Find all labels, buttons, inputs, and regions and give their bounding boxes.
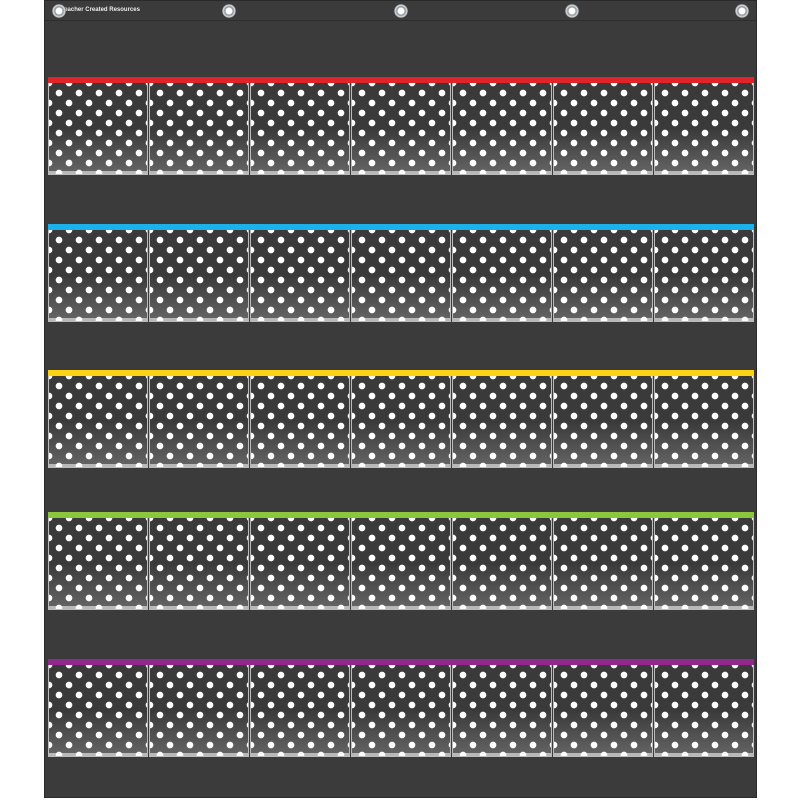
grommet-icon [52, 4, 66, 18]
pocket [654, 376, 754, 468]
pocket-row [48, 370, 754, 468]
pocket [250, 665, 350, 757]
pocket [553, 83, 653, 175]
pocket [553, 376, 653, 468]
pocket [452, 83, 552, 175]
pocket [654, 230, 754, 322]
color-strip [48, 370, 754, 376]
pocket [553, 230, 653, 322]
pocket [48, 230, 148, 322]
pocket [48, 83, 148, 175]
pocket [452, 665, 552, 757]
grommet-icon [565, 4, 579, 18]
pocket [654, 518, 754, 610]
grommet-icon [222, 4, 236, 18]
pocket [351, 665, 451, 757]
color-strip [48, 224, 754, 230]
pocket [452, 518, 552, 610]
pocket [452, 376, 552, 468]
pocket [48, 665, 148, 757]
pocket-row [48, 224, 754, 322]
pocket [452, 230, 552, 322]
pocket [553, 518, 653, 610]
pocket [149, 665, 249, 757]
pocket [654, 83, 754, 175]
color-strip [48, 512, 754, 518]
pocket [351, 376, 451, 468]
grommet-icon [735, 4, 749, 18]
pocket [149, 518, 249, 610]
header-seam [45, 20, 756, 21]
pocket [250, 518, 350, 610]
grommet-icon [394, 4, 408, 18]
pocket [48, 518, 148, 610]
pocket [149, 83, 249, 175]
pocket [351, 518, 451, 610]
pocket [149, 230, 249, 322]
pocket-row [48, 77, 754, 175]
pocket [351, 230, 451, 322]
pocket [351, 83, 451, 175]
brand-label: Teacher Created Resources [61, 7, 140, 13]
pocket [48, 376, 148, 468]
pocket [149, 376, 249, 468]
color-strip [48, 77, 754, 83]
pocket-row [48, 512, 754, 610]
pocket [250, 230, 350, 322]
pocket [553, 665, 653, 757]
pocket-row [48, 659, 754, 757]
pocket [250, 376, 350, 468]
pocket-chart: Teacher Created Resources [44, 0, 757, 798]
color-strip [48, 659, 754, 665]
pocket [250, 83, 350, 175]
pocket [654, 665, 754, 757]
